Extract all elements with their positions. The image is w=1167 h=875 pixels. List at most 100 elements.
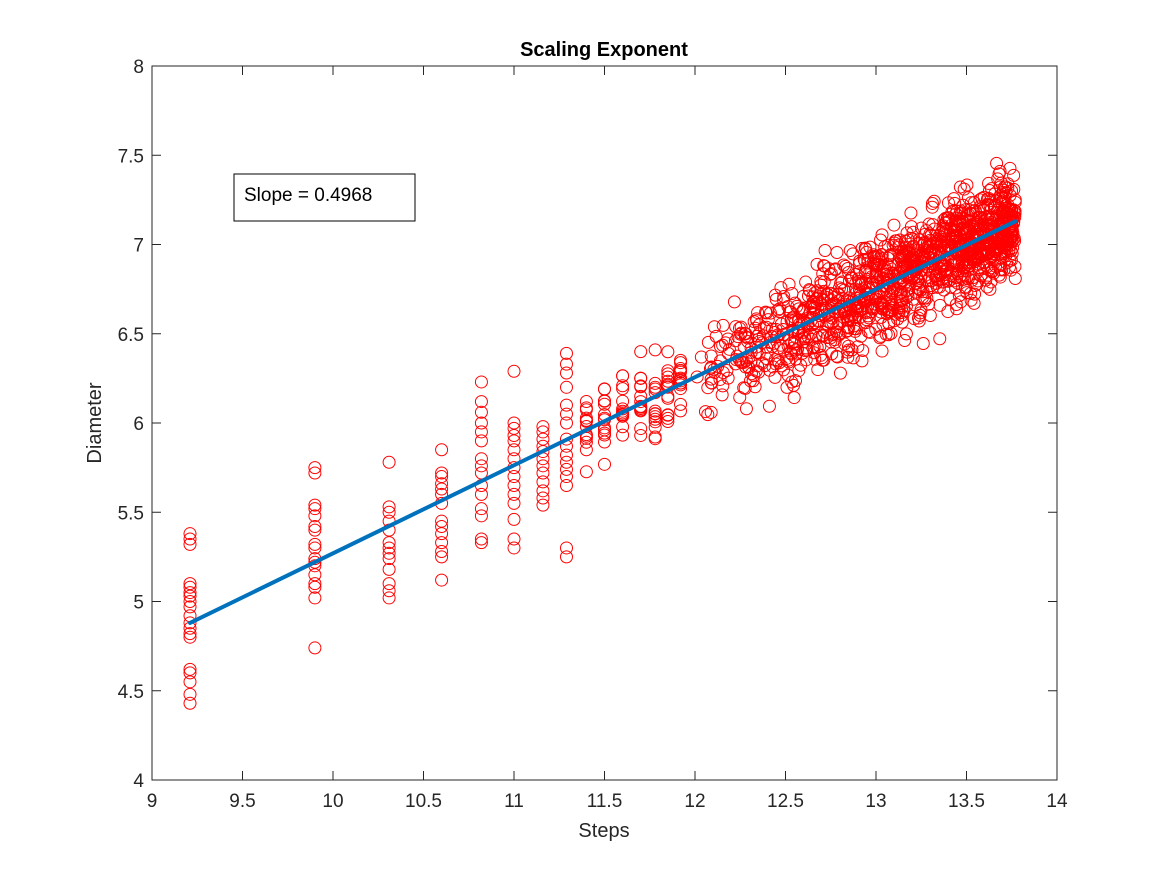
data-point xyxy=(950,302,964,316)
data-point xyxy=(974,219,988,233)
data-point xyxy=(920,237,934,251)
data-point xyxy=(759,306,773,320)
data-point xyxy=(899,245,913,259)
data-point xyxy=(849,291,863,305)
data-point xyxy=(843,244,857,258)
data-point xyxy=(661,408,675,422)
data-point xyxy=(861,309,875,323)
data-point xyxy=(808,352,822,366)
data-point xyxy=(559,380,573,394)
data-point xyxy=(507,532,521,546)
x-tick-label: 14 xyxy=(1046,791,1068,812)
data-point xyxy=(804,314,818,328)
data-point xyxy=(739,402,753,416)
data-point xyxy=(909,246,923,260)
data-point xyxy=(616,428,630,442)
data-point xyxy=(878,240,892,254)
x-tick-label: 12 xyxy=(684,791,705,812)
data-point xyxy=(895,315,909,329)
data-point xyxy=(875,252,889,266)
data-point xyxy=(943,227,957,241)
x-tick-label: 13 xyxy=(865,791,886,812)
data-point xyxy=(926,281,940,295)
data-point xyxy=(880,267,894,281)
data-point xyxy=(993,180,1007,194)
data-point xyxy=(474,532,488,546)
data-point xyxy=(308,577,322,591)
data-point xyxy=(814,287,828,301)
x-tick-label: 9.5 xyxy=(229,791,255,812)
data-point xyxy=(785,347,799,361)
data-point xyxy=(953,180,967,194)
data-point xyxy=(474,536,488,550)
data-point xyxy=(308,502,322,516)
data-point xyxy=(634,345,648,359)
data-point xyxy=(648,410,662,424)
data-point xyxy=(771,341,785,355)
data-point xyxy=(704,405,718,419)
annotation-text: Slope = 0.4968 xyxy=(244,185,372,206)
data-point xyxy=(474,509,488,523)
data-point xyxy=(874,248,888,262)
data-point xyxy=(661,411,675,425)
data-point xyxy=(559,398,573,412)
data-point xyxy=(648,430,662,444)
data-point xyxy=(507,512,521,526)
data-point xyxy=(616,379,630,393)
data-point xyxy=(873,331,887,345)
data-point xyxy=(674,397,688,411)
data-point xyxy=(961,264,975,278)
data-point xyxy=(536,491,550,505)
data-point xyxy=(959,258,973,272)
data-point xyxy=(830,246,844,260)
data-point xyxy=(707,320,721,334)
data-point xyxy=(559,550,573,564)
data-point xyxy=(817,275,831,289)
data-point xyxy=(559,366,573,380)
data-point xyxy=(559,455,573,469)
x-tick-label: 11 xyxy=(504,791,524,812)
data-point xyxy=(598,397,611,411)
data-point xyxy=(183,577,197,591)
data-point xyxy=(879,327,893,341)
data-point xyxy=(784,313,798,327)
data-point xyxy=(941,274,955,288)
data-point xyxy=(648,420,662,434)
data-point xyxy=(474,487,488,501)
data-point xyxy=(968,287,982,301)
y-tick-label: 6 xyxy=(133,414,144,435)
data-point xyxy=(746,374,760,388)
x-tick-label: 11.5 xyxy=(587,791,623,812)
data-point xyxy=(507,496,521,510)
data-point xyxy=(856,343,870,357)
data-point xyxy=(996,236,1010,250)
data-point xyxy=(536,459,550,473)
data-point xyxy=(1007,182,1021,196)
data-point xyxy=(536,425,550,439)
data-point xyxy=(785,375,799,389)
data-point xyxy=(474,459,488,473)
data-point xyxy=(769,292,783,306)
data-point xyxy=(507,470,521,484)
data-point xyxy=(579,443,593,457)
data-point xyxy=(990,194,1004,208)
data-point xyxy=(975,267,989,281)
data-point xyxy=(721,332,735,346)
data-point xyxy=(802,283,816,297)
data-point xyxy=(762,399,776,413)
data-point xyxy=(308,509,322,523)
data-point xyxy=(817,259,831,273)
data-point xyxy=(868,256,882,270)
data-point xyxy=(982,191,996,205)
data-point xyxy=(884,326,898,340)
data-point xyxy=(782,277,796,291)
data-point xyxy=(973,261,987,275)
data-point xyxy=(974,269,988,283)
data-point xyxy=(765,322,779,336)
axes-layer: 9 9.5 10 10.5 11 11.5 12 12.5 13 13.5 14 4 4.5 5 5.5 6 6… xyxy=(118,57,1068,812)
data-point xyxy=(1003,202,1017,216)
data-point xyxy=(970,277,984,291)
data-point xyxy=(975,191,989,205)
data-point xyxy=(859,276,873,290)
data-point xyxy=(814,275,828,289)
